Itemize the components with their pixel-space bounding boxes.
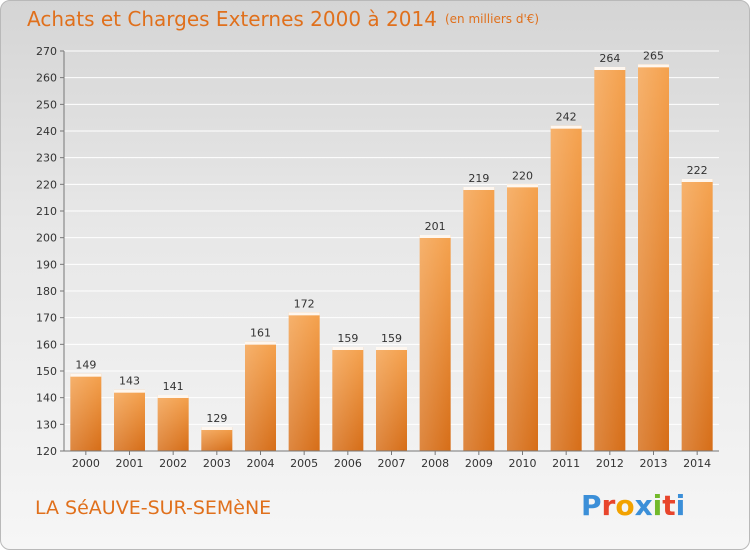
logo-letter: r [601, 489, 616, 522]
logo-letter: o [615, 489, 635, 522]
data-label: 222 [687, 164, 708, 177]
x-tick-label: 2004 [247, 457, 275, 470]
y-tick-label: 240 [36, 125, 57, 138]
bar-highlight [594, 67, 626, 451]
bar-highlight [376, 347, 407, 451]
x-tick-label: 2014 [683, 457, 711, 470]
y-tick-label: 170 [36, 312, 57, 325]
data-label: 172 [294, 297, 315, 310]
y-tick-label: 250 [36, 98, 57, 111]
data-label: 161 [250, 327, 271, 340]
y-tick-label: 160 [36, 338, 57, 351]
logo-letter: i [652, 489, 663, 522]
data-label: 264 [599, 52, 620, 65]
bar-top-edge [550, 125, 582, 129]
bar-top-edge [332, 347, 364, 350]
bar-top-edge [245, 341, 276, 345]
bar-highlight [550, 125, 582, 452]
bar-top-edge [70, 373, 102, 377]
x-tick-label: 2011 [552, 457, 580, 470]
x-tick-label: 2008 [421, 457, 449, 470]
x-tick-label: 2006 [334, 457, 362, 470]
x-tick-label: 2003 [203, 457, 231, 470]
bar-highlight [157, 395, 189, 451]
bar-top-edge [681, 179, 713, 182]
y-tick-label: 120 [36, 445, 57, 458]
data-label: 149 [75, 359, 96, 372]
x-tick-label: 2002 [159, 457, 187, 470]
logo-letter: i [675, 489, 686, 522]
y-tick-label: 130 [36, 418, 57, 431]
bar-top-edge [638, 64, 669, 68]
x-tick-label: 2000 [72, 457, 100, 470]
y-tick-label: 220 [36, 178, 57, 191]
y-tick-label: 190 [36, 258, 57, 271]
bar-top-edge [463, 187, 495, 190]
bar-highlight [419, 235, 451, 451]
y-tick-label: 260 [36, 72, 57, 85]
y-axis: 120 130 140 150 160 170 180 190 200 210 220 230 240 2… [36, 45, 65, 458]
y-tick-label: 150 [36, 365, 57, 378]
x-axis: 2000 2001 2002 2003 2004 2005 2006 2007 2008 2009… [64, 450, 719, 470]
proxiti-logo: Proxiti [581, 489, 685, 522]
data-label: 201 [425, 220, 446, 233]
x-tick-label: 2005 [290, 457, 318, 470]
bar-highlight [201, 427, 233, 451]
bar-top-edge [201, 427, 233, 430]
bar-highlight [681, 179, 713, 451]
x-tick-label: 2012 [596, 457, 624, 470]
chart-title-text: Achats et Charges Externes 2000 à 2014 [27, 7, 437, 31]
bar-highlight [332, 347, 364, 451]
data-label: 143 [119, 375, 140, 388]
x-tick-label: 2009 [465, 457, 493, 470]
y-tick-label: 180 [36, 285, 57, 298]
town-name: LA SéAUVE-SUR-SEMèNE [35, 497, 272, 519]
logo-letter: P [581, 489, 602, 522]
y-tick-label: 210 [36, 205, 57, 218]
x-tick-label: 2007 [378, 457, 406, 470]
data-label: 141 [163, 380, 184, 393]
data-label: 219 [468, 172, 489, 185]
bar-top-edge [114, 389, 145, 393]
x-tick-label: 2010 [509, 457, 537, 470]
logo-letter: x [634, 489, 653, 522]
data-label: 220 [512, 169, 533, 182]
bar-top-edge [594, 67, 626, 70]
bar-highlight [507, 184, 538, 452]
bar-highlight [463, 187, 495, 451]
bar-top-edge [376, 347, 407, 350]
bar-top-edge [507, 184, 538, 188]
y-tick-label: 140 [36, 392, 57, 405]
bar-highlight [114, 389, 145, 451]
logo-letter: t [662, 489, 676, 522]
bar-highlight [70, 373, 102, 451]
x-tick-label: 2001 [116, 457, 144, 470]
data-label: 129 [206, 412, 227, 425]
bars: 149 143 141 129 161 172 159 159 201 219 220 242 264 2… [70, 49, 713, 452]
data-label: 265 [643, 49, 664, 62]
chart-unit: (en milliers d'€) [444, 12, 540, 26]
bar-top-edge [157, 395, 189, 398]
y-tick-label: 200 [36, 232, 57, 245]
y-tick-label: 230 [36, 152, 57, 165]
data-label: 159 [337, 332, 358, 345]
y-tick-label: 270 [36, 45, 57, 58]
bar-highlight [638, 64, 669, 452]
bar-top-edge [419, 235, 451, 238]
chart-title: Achats et Charges Externes 2000 à 2014 (e… [27, 7, 539, 31]
bar-highlight [245, 341, 276, 451]
bar-top-edge [288, 312, 320, 316]
data-label: 242 [556, 111, 577, 124]
data-label: 159 [381, 332, 402, 345]
x-tick-label: 2013 [640, 457, 668, 470]
bar-highlight [288, 312, 320, 451]
